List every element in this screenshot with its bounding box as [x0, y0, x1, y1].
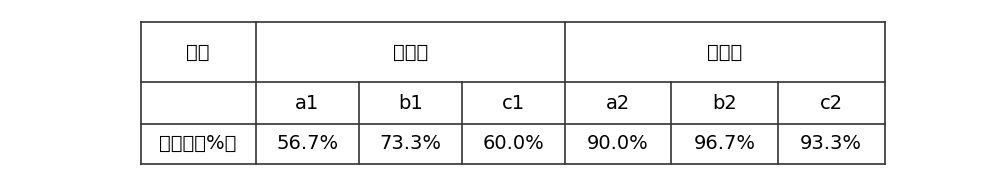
Text: 96.7%: 96.7%: [694, 135, 756, 153]
Text: b2: b2: [712, 94, 737, 113]
Text: 成瘾率（%）: 成瘾率（%）: [159, 135, 237, 153]
Text: 93.3%: 93.3%: [800, 135, 862, 153]
Text: a1: a1: [295, 94, 319, 113]
Text: c1: c1: [502, 94, 525, 113]
Text: 对照组: 对照组: [393, 43, 428, 62]
Text: 73.3%: 73.3%: [379, 135, 441, 153]
Text: c2: c2: [820, 94, 843, 113]
Text: 组别: 组别: [186, 43, 210, 62]
Text: 60.0%: 60.0%: [482, 135, 544, 153]
Text: 90.0%: 90.0%: [587, 135, 649, 153]
Text: b1: b1: [398, 94, 423, 113]
Text: 56.7%: 56.7%: [276, 135, 338, 153]
Text: a2: a2: [606, 94, 630, 113]
Text: 实验组: 实验组: [707, 43, 742, 62]
